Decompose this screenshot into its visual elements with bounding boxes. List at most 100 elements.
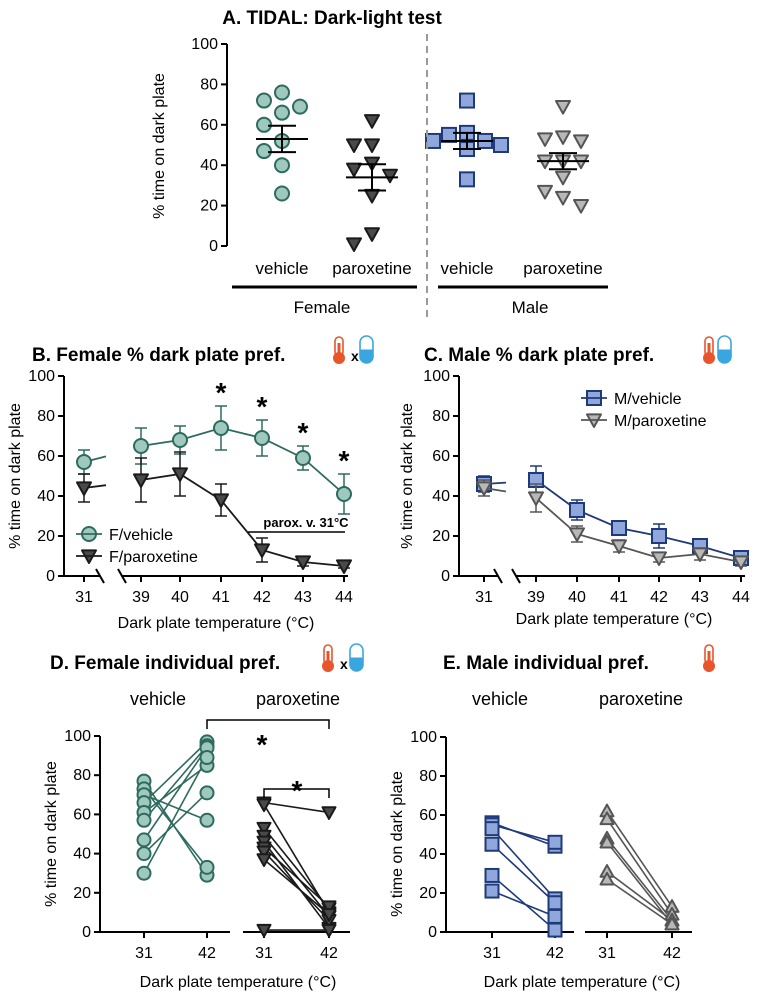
B-axis-point (336, 486, 352, 502)
D-axis-y-tick-label: 0 (82, 924, 91, 941)
D-axis-point (321, 900, 337, 915)
C-axis-legend-label: M/vehicle (614, 391, 682, 408)
panel-a-point (555, 130, 571, 145)
thermometer-mercury (337, 343, 341, 357)
E-axis-y-tick-label: 20 (419, 885, 437, 902)
C-axis-point (733, 555, 749, 570)
panel-e-title: E. Male individual pref. (443, 653, 649, 674)
E-axis-pair-line (491, 843, 556, 904)
E-axis-y-tick-label: 100 (410, 729, 437, 746)
C-axis-point (528, 491, 544, 506)
B-axis-point (76, 454, 92, 470)
C-axis-legend-label: M/paroxetine (614, 413, 707, 430)
D-axis-point (199, 785, 215, 801)
E-axis-x-tick-label: 31 (483, 945, 501, 962)
B-axis-point (295, 450, 311, 466)
C-axis-x-tick-label: 43 (691, 589, 709, 606)
D-axis-pair-line (263, 801, 330, 814)
B-axis-point (336, 559, 352, 574)
D-axis-y-tick-label: 80 (73, 767, 91, 784)
capsule-icon (349, 643, 364, 672)
D-axis-y-tick-label: 40 (73, 846, 91, 863)
panel-a-title: A. TIDAL: Dark-light test (222, 8, 442, 29)
D-axis-point (256, 923, 272, 938)
C-axis-x-tick-label: 44 (732, 589, 750, 606)
panel-a-point (256, 143, 272, 160)
C-axis-axis-break (511, 568, 521, 584)
panel-d-star: * (292, 775, 303, 806)
panel-c-axis: 0 20 40 60 80 100 31 39 40 41 42 43 44 (423, 368, 750, 606)
panel-a-point (537, 132, 553, 147)
D-axis-pair-line (143, 794, 208, 822)
panel-a-point (555, 100, 571, 115)
capsule-icon (717, 335, 732, 364)
panel-a-marks (256, 84, 589, 252)
panel-c-ylabel: % time on dark plate (399, 403, 416, 549)
D-axis-point (256, 845, 272, 860)
C-axis-series-line (535, 497, 742, 563)
panel-d-ylabel: % time on dark plate (43, 761, 60, 907)
panel-a: A. TIDAL: Dark-light test % time on dark… (151, 8, 608, 322)
E-axis-pair-line (606, 837, 673, 921)
panel-b: B. Female % dark plate pref. x % time on… (7, 335, 374, 632)
panel-a-y-tick-label: 40 (200, 157, 218, 174)
C-axis-y-tick-label: 100 (423, 368, 450, 385)
panel-a-point (573, 134, 589, 149)
B-axis-axis-break (95, 568, 105, 584)
B-axis-y-tick-label: 100 (28, 368, 55, 385)
E-axis-point (484, 836, 500, 852)
C-axis-point (611, 539, 627, 554)
D-axis-y-tick-label: 100 (64, 728, 91, 745)
E-axis-pair-line (491, 823, 556, 844)
panel-d-bracket (263, 788, 330, 798)
panel-e: E. Male individual pref. vehicle paroxet… (389, 644, 715, 991)
E-axis-point (547, 908, 563, 924)
panel-a-point (256, 116, 272, 133)
D-axis-point (321, 806, 337, 820)
C-axis-point (569, 502, 585, 518)
E-axis-point (547, 895, 563, 911)
D-axis-pair-line (143, 741, 208, 804)
E-axis-point (484, 883, 500, 899)
D-axis-pair-line (143, 764, 208, 814)
thermometer-icon (333, 336, 345, 364)
E-axis-pair-line (491, 890, 556, 918)
E-axis-y-tick-label: 60 (419, 807, 437, 824)
panel-a-point (441, 126, 457, 143)
panel-a-y-tick-label: 60 (200, 117, 218, 134)
D-axis-pair-line (143, 747, 208, 841)
panel-a-point (364, 138, 380, 153)
B-axis-x-tick-label: 39 (132, 589, 150, 606)
B-axis-legend-label: F/vehicle (109, 527, 173, 544)
E-axis-pair-line (491, 874, 556, 931)
panel-d: D. Female individual pref. x vehicle par… (43, 643, 364, 991)
panel-a-point (555, 170, 571, 186)
D-axis-point (136, 846, 152, 862)
D-axis-pair-line (143, 745, 208, 821)
B-axis-point (133, 473, 149, 488)
panel-b-star: * (339, 445, 350, 476)
panel-a-group-label-3: vehicle (441, 259, 494, 278)
D-axis-x-tick-label: 31 (255, 945, 273, 962)
B-axis-legend-label: F/paroxetine (109, 549, 198, 566)
panel-a-ylabel: % time on dark plate (151, 73, 168, 219)
B-axis-point (213, 420, 229, 436)
panel-a-point (274, 84, 290, 101)
capsule-icon (359, 335, 374, 364)
panel-b-star: * (298, 417, 309, 448)
thermometer-icon (322, 644, 334, 672)
C-axis-y-tick-label: 0 (441, 568, 450, 585)
C-axis-x-tick-label: 39 (527, 589, 545, 606)
B-axis-x-tick-label: 40 (171, 589, 189, 606)
B-axis-y-tick-label: 60 (37, 448, 55, 465)
panel-b-axis: 0 20 40 60 80 100 31 39 40 41 42 43 44 (28, 368, 353, 606)
E-axis-y-tick-label: 40 (419, 846, 437, 863)
panel-e-marks (484, 803, 680, 938)
panel-a-group-label-4: paroxetine (523, 259, 602, 278)
panel-a-point (382, 168, 398, 184)
panel-a-male-label: Male (512, 298, 549, 317)
panel-d-xlabel: Dark plate temperature (°C) (140, 974, 337, 991)
panel-a-point (346, 138, 362, 153)
C-axis-series-line (535, 479, 742, 559)
times-glyph: x (340, 656, 348, 672)
